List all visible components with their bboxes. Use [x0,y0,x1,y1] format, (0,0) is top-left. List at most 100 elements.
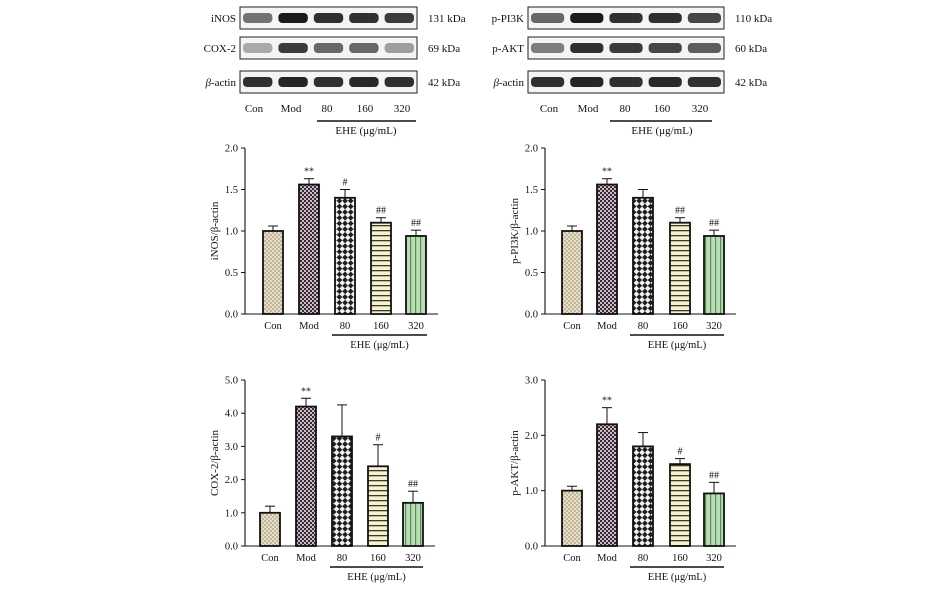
bar [561,489,583,547]
bar-chart-4: 0.0 1.0 2.0 3.0 p-AKT/β-actin Con ** Mod 80 #160 #… [509,376,736,583]
x-tick-label: 80 [340,321,351,332]
significance-marker: ## [709,470,719,481]
blot-band [648,13,682,23]
bar [298,183,320,315]
y-tick-label: 0.0 [225,542,238,553]
y-tick-label: 2.0 [525,144,538,155]
y-tick-label: 1.0 [225,508,238,519]
blot-band [278,13,308,23]
significance-marker: # [343,178,348,189]
x-tick-label: 160 [373,321,389,332]
bar [669,221,691,315]
blot-lane-label: Mod [281,103,302,115]
y-tick-label: 2.0 [225,144,238,155]
blot-band [384,43,414,53]
x-tick-label: Mod [597,321,618,332]
x-tick-label: 320 [408,321,424,332]
blot-row-label-name: iNOS [211,13,236,25]
blot-band [349,13,379,23]
bar [596,423,618,547]
bar [262,230,284,315]
blot-lane-label: 160 [654,103,671,115]
x-tick-label: 320 [706,553,722,564]
bar [561,230,583,315]
blot-lane-label: 160 [357,103,374,115]
bar [703,235,725,315]
bar [295,405,317,547]
significance-marker: # [678,447,683,458]
x-tick-label: 320 [706,321,722,332]
blot-row-label: p-AKT [492,43,524,55]
blot-group-label: EHE (μg/mL) [335,125,397,137]
blot-band [687,13,721,23]
y-tick-label: 0.0 [225,310,238,321]
blot-row-label-name: -actin [211,77,237,89]
significance-marker: ## [675,206,685,217]
bar [259,511,281,547]
western-blot-2: p-PI3K 110 kDa p-AKT 60 kDa β-actin 42 kDa Con… [492,6,772,137]
x-tick-label: 80 [337,553,348,564]
x-tick-label: Mod [296,553,317,564]
blot-band [570,13,604,23]
y-tick-label: 1.5 [525,185,538,196]
blot-lane-label: Con [540,103,559,115]
blot-band [570,77,604,87]
blot-row-label: p-PI3K [492,13,524,25]
significance-marker: ## [411,218,421,229]
blot-lane-label: 320 [394,103,411,115]
blot-kda-label: 69 kDa [428,43,460,55]
blot-band [384,77,414,87]
blot-row-label: iNOS [211,13,236,25]
y-tick-label: 0.5 [525,268,538,279]
significance-marker: ** [301,386,311,397]
blot-band [531,43,565,53]
bar [367,465,389,547]
western-blot-1: iNOS 131 kDa COX-2 69 kDa β-actin 42 kDa Con Mo… [204,6,466,137]
bar [331,435,353,547]
bar [632,445,654,547]
blot-band [313,43,344,53]
y-tick-label: 0.5 [225,268,238,279]
bar [669,463,691,547]
blot-band [609,77,643,87]
blot-band [349,77,379,87]
x-tick-label: 80 [638,553,649,564]
bar [402,501,424,547]
blot-band [648,43,682,53]
significance-marker: ## [376,206,386,217]
x-tick-label: Con [261,553,279,564]
x-tick-label: 80 [638,321,649,332]
blot-kda-label: 42 kDa [428,77,460,89]
x-tick-label: 160 [672,321,688,332]
blot-row-label-name: p-PI3K [492,13,524,25]
y-axis-label: p-PI3K/β-actin [509,197,521,264]
bar [334,196,356,315]
significance-marker: ** [304,167,314,178]
blot-band [609,43,643,53]
y-axis-label: p-AKT/β-actin [509,430,521,496]
bar [632,196,654,315]
x-tick-label: 320 [405,553,421,564]
x-tick-label: Con [264,321,282,332]
blot-band [243,43,273,53]
blot-band [687,77,721,87]
blot-band [313,13,344,23]
group-label: EHE (μg/mL) [350,340,409,351]
blot-kda-label: 110 kDa [735,13,772,25]
x-tick-label: Mod [299,321,320,332]
x-tick-label: Con [563,553,581,564]
bar-chart-1: 0.0 0.5 1.0 1.5 2.0 iNOS/β-actin Con ** Mod #80 ##… [209,144,438,351]
y-tick-label: 3.0 [225,442,238,453]
blot-lane-label: 320 [692,103,709,115]
bar [370,221,392,315]
y-tick-label: 1.0 [525,486,538,497]
y-axis-label: iNOS/β-actin [209,201,221,260]
blot-band [243,13,273,23]
significance-marker: # [376,433,381,444]
y-tick-label: 1.0 [525,227,538,238]
blot-row-label: β-actin [492,77,524,89]
blot-lane-label: 80 [620,103,632,115]
blot-kda-label: 42 kDa [735,77,767,89]
